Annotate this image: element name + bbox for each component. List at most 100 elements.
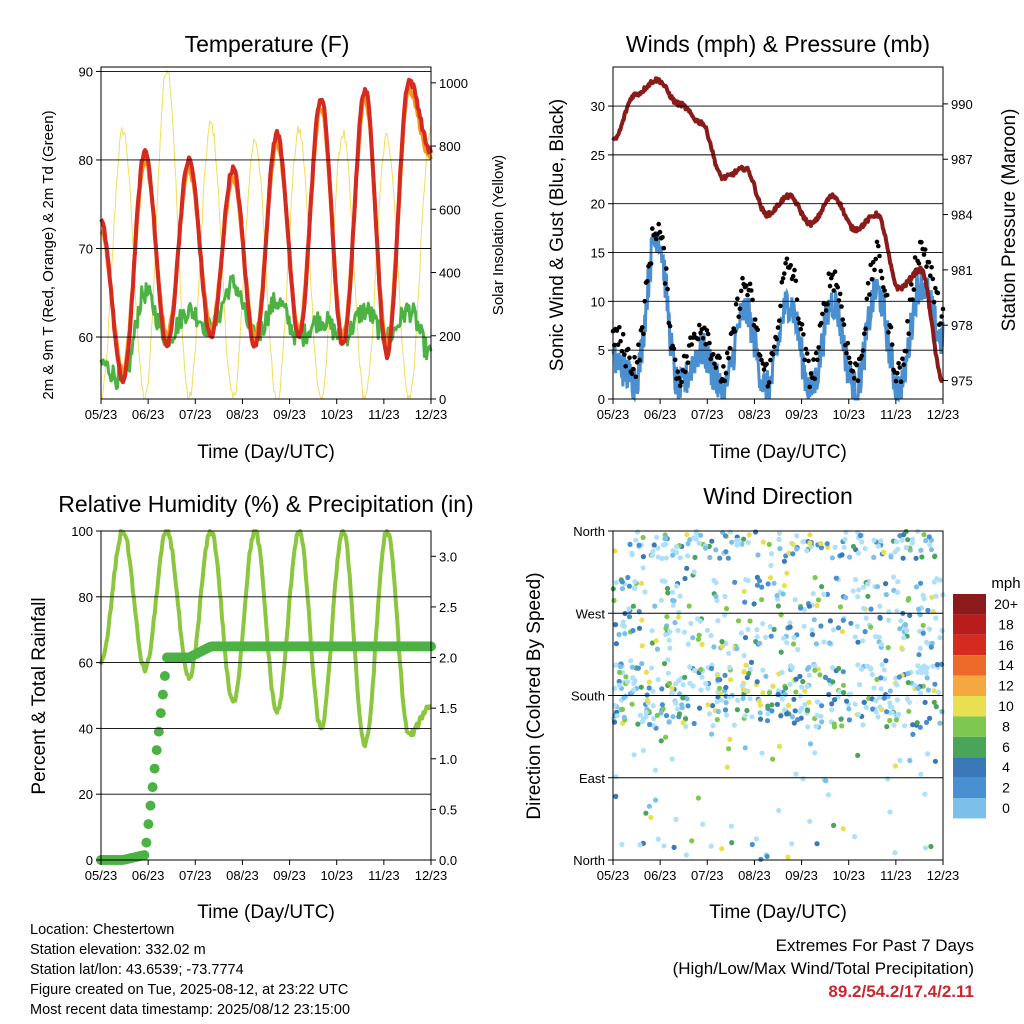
gust-point xyxy=(865,281,871,286)
x-tick-label: 06/23 xyxy=(132,407,165,422)
gust-point xyxy=(882,288,887,293)
direction-point xyxy=(868,666,874,672)
direction-point xyxy=(745,577,751,584)
direction-point xyxy=(822,674,829,681)
gust-point xyxy=(897,365,903,370)
direction-point xyxy=(844,698,850,704)
direction-point xyxy=(883,581,889,587)
direction-point xyxy=(709,731,715,737)
wind-direction-panel: Wind Direction NorthEastSouthWestNorth05… xyxy=(524,483,1021,923)
direction-point xyxy=(613,579,619,586)
direction-point xyxy=(839,723,845,729)
precip-point xyxy=(155,708,166,719)
direction-point xyxy=(675,614,682,620)
direction-point xyxy=(714,598,720,604)
direction-point xyxy=(900,555,906,561)
direction-point xyxy=(893,717,900,723)
gust-point xyxy=(802,357,807,363)
direction-point xyxy=(905,597,911,603)
direction-point xyxy=(835,625,842,631)
direction-point xyxy=(710,723,716,729)
extremes-values: 89.2/54.2/17.4/2.11 xyxy=(828,982,974,1001)
gust-point xyxy=(617,325,622,330)
gust-point xyxy=(679,379,684,385)
direction-point xyxy=(790,641,797,647)
direction-point xyxy=(684,532,690,538)
direction-point xyxy=(905,670,911,677)
gust-point xyxy=(905,319,910,324)
precip-point xyxy=(141,837,152,848)
x-tick-label: 05/23 xyxy=(597,407,630,422)
direction-point xyxy=(831,721,837,727)
gust-point xyxy=(818,320,824,326)
direction-point xyxy=(708,843,714,849)
direction-point xyxy=(724,764,730,770)
direction-point xyxy=(794,533,800,539)
gust-point xyxy=(623,364,628,369)
direction-point xyxy=(757,640,763,646)
direction-point xyxy=(673,816,679,823)
direction-point xyxy=(616,682,622,689)
y-tick-label: 20 xyxy=(591,197,605,212)
gust-point xyxy=(648,261,654,266)
gust-point xyxy=(722,378,727,384)
direction-point xyxy=(812,575,818,581)
direction-point xyxy=(877,603,883,609)
direction-point xyxy=(855,594,861,600)
direction-point xyxy=(769,708,775,714)
direction-point xyxy=(648,814,654,821)
direction-point xyxy=(810,591,816,597)
gust-point xyxy=(614,328,620,333)
direction-point xyxy=(677,593,683,599)
direction-point xyxy=(836,665,842,672)
legend-swatch xyxy=(953,757,986,778)
humidity-panel: Relative Humidity (%) & Precipitation (i… xyxy=(29,491,474,923)
temperature-xlabel: Time (Day/UTC) xyxy=(197,442,335,463)
direction-point xyxy=(622,631,628,637)
gust-point xyxy=(675,369,680,374)
direction-point xyxy=(629,550,635,556)
direction-point xyxy=(655,836,661,842)
direction-point xyxy=(633,537,639,543)
direction-point xyxy=(751,601,757,607)
direction-point xyxy=(732,579,738,585)
direction-point xyxy=(791,696,797,702)
direction-point xyxy=(887,688,894,694)
direction-point xyxy=(918,547,924,553)
gust-point xyxy=(637,357,642,363)
direction-point xyxy=(868,606,874,612)
x-tick-label: 06/23 xyxy=(644,868,677,883)
wind-direction-ylabel-left: Direction (Colored By Speed) xyxy=(524,572,545,819)
direction-point xyxy=(814,602,820,609)
direction-point xyxy=(829,707,835,713)
y-tick-label: 2.5 xyxy=(439,600,457,615)
gust-point xyxy=(807,384,812,390)
direction-point xyxy=(695,795,702,801)
direction-point xyxy=(676,609,682,616)
gust-point xyxy=(816,345,821,350)
direction-point xyxy=(635,721,641,727)
direction-point xyxy=(789,714,796,720)
gust-point xyxy=(712,361,717,367)
direction-point xyxy=(680,695,686,701)
x-tick-label: 11/23 xyxy=(880,868,912,883)
direction-point xyxy=(765,703,771,709)
direction-point xyxy=(906,708,912,714)
temperature-panel: Temperature (F) 60 70 80 90 0 200 400 600 800 100… xyxy=(40,31,507,463)
gust-point xyxy=(727,345,733,351)
direction-point xyxy=(620,622,626,629)
direction-point xyxy=(639,643,645,649)
direction-point xyxy=(635,665,642,671)
direction-point xyxy=(727,664,733,671)
station-latlon: Station lat/lon: 43.6539; -73.7774 xyxy=(30,962,244,978)
direction-point xyxy=(729,539,735,545)
direction-point xyxy=(652,603,658,609)
gust-point xyxy=(633,374,639,380)
direction-point xyxy=(799,684,805,690)
direction-point xyxy=(626,606,632,612)
direction-point xyxy=(639,661,645,667)
direction-point xyxy=(792,708,798,714)
gust-point xyxy=(707,340,712,346)
direction-point xyxy=(873,634,879,640)
direction-point xyxy=(740,687,746,693)
